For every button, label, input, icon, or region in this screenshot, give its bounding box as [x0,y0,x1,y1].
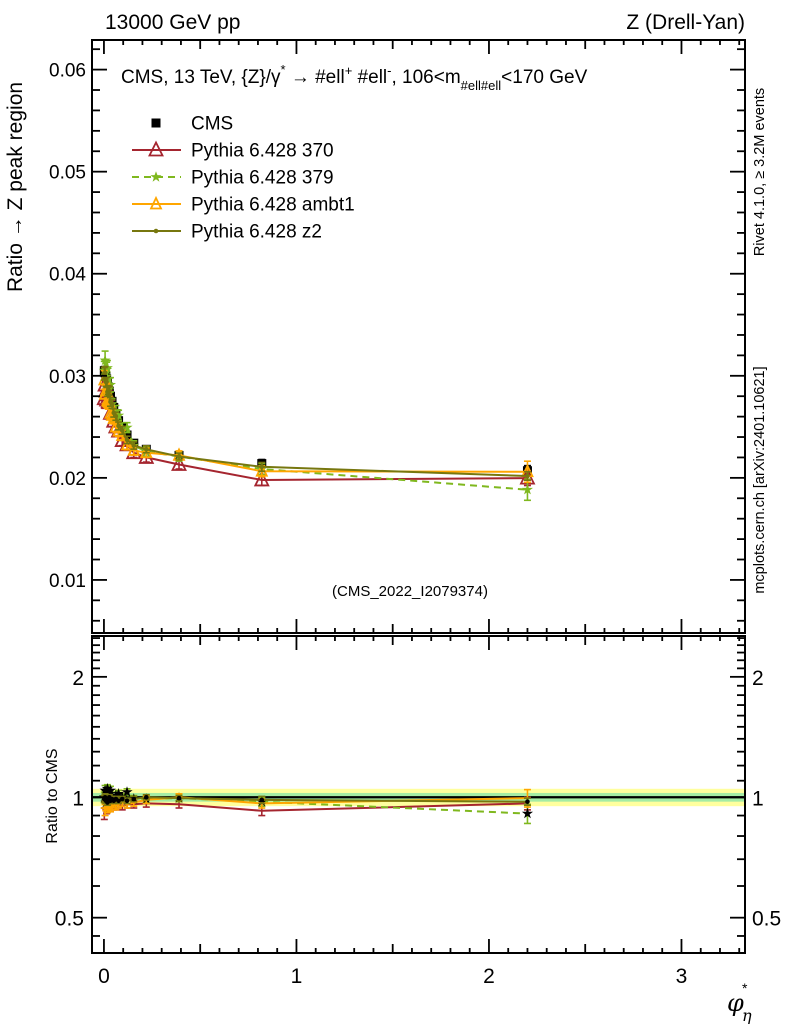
y-tick-label-ratio-left: 0.5 [55,908,84,931]
rivet-version-note: Rivet 4.1.0, ≥ 3.2M events [752,88,768,256]
mcplots-arxiv-note: mcplots.cern.ch [arXiv:2401.10621] [752,366,768,593]
header-process: Z (Drell-Yan) [626,11,745,34]
legend-item-cms: CMS [151,114,233,135]
y-axis-title-ratio: Ratio to CMS [44,748,61,843]
legend-item-pyambt1: Pythia 6.428 ambt1 [132,195,355,216]
x-tick-label: 3 [676,965,688,988]
legend-label: CMS [191,114,233,135]
y-tick-label-main: 0.04 [49,265,86,286]
y-tick-label-main: 0.05 [49,163,86,184]
legend-label: Pythia 6.428 379 [191,168,334,189]
x-tick-label: 0 [98,965,110,988]
legend-label: Pythia 6.428 z2 [191,222,322,243]
x-tick-label: 1 [291,965,303,988]
y-tick-label-main: 0.02 [49,469,86,490]
y-tick-label-ratio-right: 0.5 [752,908,781,931]
legend-label: Pythia 6.428 370 [191,141,334,162]
y-tick-label-main: 0.06 [49,61,86,82]
legend: CMS Pythia 6.428 370 Pythia 6.428 379 Pythi… [132,114,355,243]
y-tick-label-main: 0.03 [49,367,86,388]
y-tick-label-ratio-left: 2 [72,667,84,690]
series-cms [99,365,532,477]
series-pyambt1-main [97,369,534,484]
header-energy: 13000 GeV pp [105,11,240,34]
y-axis-title-main: Ratio → Z peak region [4,82,27,292]
y-tick-label-ratio-left: 1 [72,787,84,810]
x-tick-label: 2 [483,965,495,988]
axes-frames-and-ticks: 0 1 2 3 0.01 0.02 0.03 0.04 0.05 0.06 0.5 0.5 1 1 2 2 [49,39,781,988]
svg-text:*: * [742,980,748,996]
svg-text:η: η [742,1006,752,1024]
y-tick-label-ratio-right: 1 [752,787,764,810]
y-tick-label-ratio-right: 2 [752,667,764,690]
legend-item-py370: Pythia 6.428 370 [132,140,334,162]
legend-item-pyz2: Pythia 6.428 z2 [132,222,322,243]
legend-label: Pythia 6.428 ambt1 [191,195,355,216]
series-pyz2-ratio [100,793,531,807]
legend-item-py379: Pythia 6.428 379 [132,168,334,189]
plot-title: CMS, 13 TeV, {Z}/γ* → #ell+ #ell-, 106<m… [121,62,588,93]
series-pyz2-main [100,365,531,482]
analysis-id-watermark: (CMS_2022_I2079374) [332,583,488,600]
data-series [96,350,536,825]
svg-text:φ: φ [727,989,744,1017]
x-axis-title: φ * η [727,980,752,1024]
y-tick-label-main: 0.01 [49,571,86,592]
